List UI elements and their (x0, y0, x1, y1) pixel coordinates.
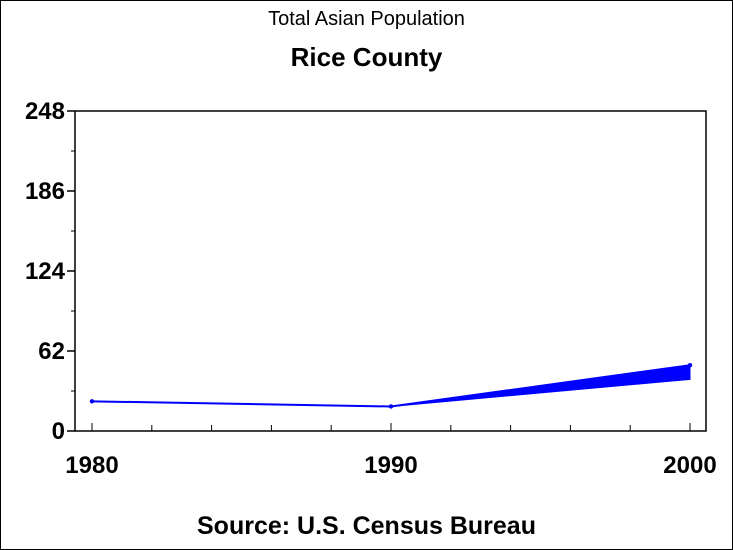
chart-title: Total Asian Population (268, 8, 465, 30)
y-tick-label: 62 (38, 338, 65, 365)
chart-subtitle: Rice County (290, 42, 443, 72)
y-axis: 0 62 124 186 248 (25, 98, 75, 445)
data-point (89, 399, 95, 404)
y-tick-label: 0 (52, 418, 65, 445)
y-tick-label: 248 (25, 98, 65, 125)
x-axis: 1980 1990 2000 (65, 423, 717, 479)
x-tick-label: 2000 (663, 452, 716, 479)
y-tick-label: 124 (25, 258, 66, 285)
y-tick-label: 186 (25, 178, 65, 205)
series-layer (89, 362, 693, 409)
data-point (388, 404, 394, 409)
x-tick-label: 1980 (65, 452, 118, 479)
source-footnote: Source: U.S. Census Bureau (197, 512, 536, 540)
x-tick-label: 1990 (364, 452, 417, 479)
data-point (687, 362, 693, 368)
